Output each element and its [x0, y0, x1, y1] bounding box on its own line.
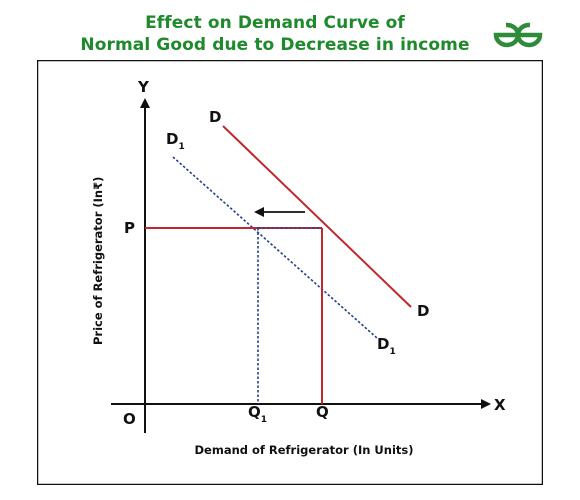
x-axis-title: Demand of Refrigerator (In Units)	[194, 443, 413, 457]
title-line-1: Effect on Demand Curve of	[145, 13, 405, 33]
y-axis-title: Price of Refrigerator (In₹)	[91, 177, 105, 345]
x-axis-letter: X	[494, 396, 506, 414]
demand-curve-shifted	[172, 156, 378, 339]
gfg-logo-icon	[493, 22, 543, 48]
demand-curve-original	[222, 125, 412, 308]
new-quantity-label: Q1	[248, 403, 267, 425]
price-label: P	[124, 219, 135, 237]
quantity-label: Q	[316, 403, 329, 421]
curve-shifted-label-top: D1	[166, 130, 185, 152]
title-line-2: Normal Good due to Decrease in income	[80, 35, 470, 55]
curve-original-label-top: D	[209, 108, 221, 126]
y-axis-letter: Y	[137, 78, 150, 96]
diagram-title: Effect on Demand Curve of Normal Good du…	[60, 12, 490, 56]
curve-shifted-label-end: D1	[377, 335, 396, 357]
frame-border	[37, 60, 543, 485]
origin-label: O	[123, 410, 136, 428]
curve-original-label-end: D	[417, 302, 429, 320]
diagram-frame: Y X O Price of Refrigerator (In₹) Demand…	[37, 60, 543, 485]
